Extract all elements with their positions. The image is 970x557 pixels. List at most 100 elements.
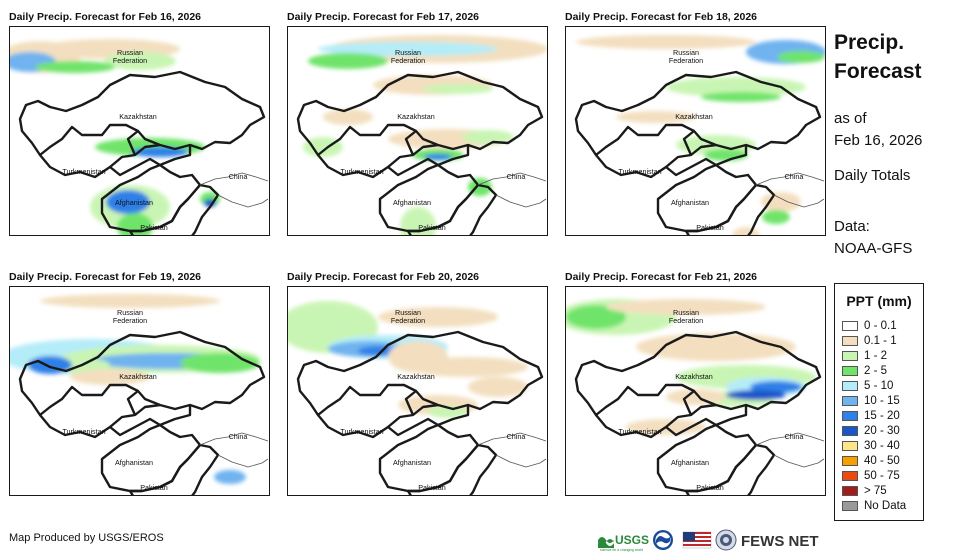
title-line-2: Forecast	[834, 60, 922, 83]
country-label: Federation	[390, 316, 426, 325]
country-label: Afghanistan	[115, 458, 153, 467]
precip-map-svg	[566, 299, 825, 495]
precip-area	[666, 389, 726, 405]
precip-area	[303, 137, 343, 157]
country-label: Kazakhstan	[675, 372, 713, 381]
legend-item: 50 - 75	[842, 469, 900, 482]
precip-area	[732, 227, 760, 235]
country-border	[199, 432, 269, 468]
country-border	[574, 330, 822, 417]
precip-area	[378, 307, 498, 327]
legend-swatch	[842, 410, 858, 421]
precip-area	[400, 207, 436, 235]
country-label: Federation	[390, 56, 426, 65]
precip-area	[423, 84, 493, 94]
country-label: Pakistan	[418, 483, 446, 492]
country-label: Kazakhstan	[675, 112, 713, 121]
precip-area	[468, 377, 528, 397]
forecast-map: Russian Federation Kazakhstan Turkmenistan A…	[565, 286, 826, 496]
precip-area	[701, 92, 781, 102]
legend-label: No Data	[864, 499, 907, 512]
country-border	[755, 432, 825, 468]
usgs-text: USGS	[615, 533, 649, 547]
precip-area	[576, 35, 756, 49]
precip-area	[318, 42, 498, 56]
panel-title: Daily Precip. Forecast for Feb 20, 2026	[287, 271, 480, 283]
precip-area	[761, 192, 801, 212]
precip-area	[40, 294, 220, 308]
panel-title: Daily Precip. Forecast for Feb 16, 2026	[9, 11, 202, 23]
map-credit: Map Produced by USGS/EROS	[9, 532, 164, 544]
country-label: Afghanistan	[393, 458, 431, 467]
legend-item: 10 - 15	[842, 394, 900, 407]
country-border	[755, 172, 825, 208]
country-label: Turkmenistan	[618, 167, 662, 176]
legend-swatch	[842, 485, 858, 496]
data-source-label: Data:	[834, 218, 870, 235]
page-title: Precip. Forecast	[834, 28, 922, 86]
precip-fields	[10, 39, 220, 235]
totals-label: Daily Totals	[834, 167, 911, 184]
precip-area	[106, 190, 150, 214]
legend-label: 50 - 75	[864, 469, 900, 482]
usaid-seal-icon	[715, 529, 737, 551]
country-label: Pakistan	[140, 483, 168, 492]
country-border	[317, 390, 470, 439]
country-label: Federation	[112, 316, 148, 325]
country-label: Afghanistan	[115, 198, 153, 207]
country-border	[595, 390, 748, 439]
legend-label: 5 - 10	[864, 379, 894, 392]
country-border	[684, 443, 776, 495]
legend-label: 40 - 50	[864, 454, 900, 467]
precip-area	[616, 111, 696, 123]
agency-logos: USGS science for a changing world FEWS N…	[598, 529, 819, 552]
precip-map-svg	[574, 35, 825, 235]
data-source-value: NOAA-GFS	[834, 240, 913, 257]
country-label: Pakistan	[140, 223, 168, 232]
precip-fields	[10, 294, 260, 484]
legend-item: 1 - 2	[842, 349, 887, 362]
legend: PPT (mm) 0 - 0.1 0.1 - 1 1 - 2 2 - 5 5 - 10 1…	[834, 283, 924, 521]
precip-area	[750, 381, 802, 393]
usgs-logo: USGS science for a changing world	[598, 533, 649, 552]
country-border	[18, 330, 266, 417]
country-border	[39, 390, 192, 439]
legend-label: 1 - 2	[864, 349, 888, 362]
legend-swatch	[842, 500, 858, 511]
precip-area	[777, 51, 825, 63]
legend-label: 30 - 40	[864, 439, 900, 452]
usgs-tagline: science for a changing world	[600, 548, 643, 552]
legend-swatch	[842, 335, 858, 346]
country-label: Turkmenistan	[340, 167, 384, 176]
noaa-logo	[653, 530, 673, 550]
title-line-1: Precip.	[834, 31, 905, 54]
country-label: Russian	[117, 48, 143, 57]
precip-area	[323, 109, 373, 125]
country-label: China	[784, 172, 804, 181]
precip-area	[308, 53, 388, 69]
country-label: Federation	[668, 316, 704, 325]
legend-item: 2 - 5	[842, 364, 887, 377]
precip-area	[566, 305, 626, 329]
country-label: Kazakhstan	[119, 112, 157, 121]
country-border	[128, 183, 220, 235]
legend-swatch	[842, 455, 858, 466]
legend-label: 15 - 20	[864, 409, 900, 422]
country-border	[18, 70, 266, 157]
legend-label: 10 - 15	[864, 394, 900, 407]
precip-fields	[288, 301, 528, 418]
country-border	[317, 130, 470, 179]
legend-item: 0 - 0.1	[842, 319, 897, 332]
forecast-map: Russian Federation Kazakhstan Turkmenistan A…	[9, 26, 270, 236]
country-label: Russian	[673, 308, 699, 317]
precip-area	[424, 154, 452, 160]
legend-swatch	[842, 440, 858, 451]
country-label: China	[784, 432, 804, 441]
legend-item: > 75	[842, 484, 887, 497]
country-label: China	[506, 172, 526, 181]
forecast-map: Russian Federation Kazakhstan Turkmenistan A…	[565, 26, 826, 236]
fews-net-text: FEWS NET	[741, 533, 819, 550]
country-label: Kazakhstan	[397, 112, 435, 121]
country-border	[574, 70, 822, 157]
country-label: Kazakhstan	[119, 372, 157, 381]
